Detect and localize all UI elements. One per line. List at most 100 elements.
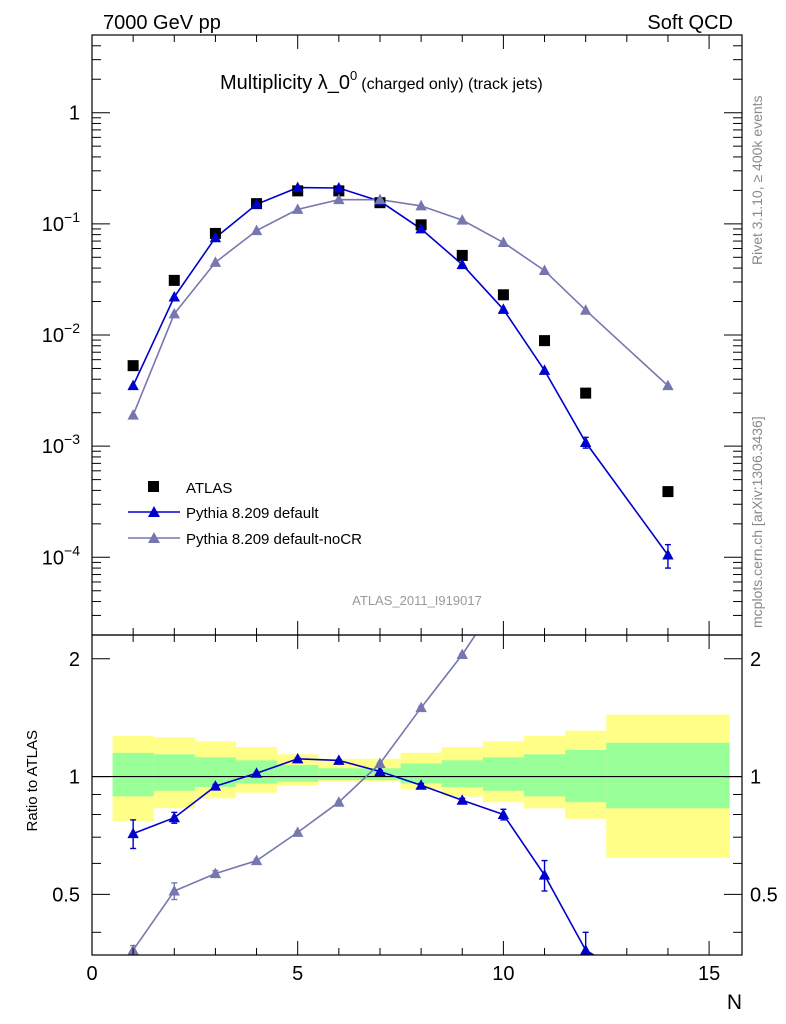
data-point-nocr	[250, 224, 263, 236]
ratio-point-default	[497, 808, 510, 819]
ratio-point-nocr	[374, 757, 386, 768]
ratio-point-default	[415, 779, 427, 790]
data-point-nocr	[127, 409, 139, 420]
legend-label-atlas: ATLAS	[186, 480, 232, 497]
main-panel: 10−4 10−3 10−2 10−1 1 Multiplicity λ_00 (char…	[42, 34, 743, 636]
ratio-panel: 0 5 10 15 0.5 0.5 1 1 2 2 Ratio to ATLAS N	[24, 397, 778, 1014]
data-point-nocr	[456, 214, 468, 225]
y-tick-label: 10−1	[42, 209, 80, 236]
uncertainty-band-green	[112, 752, 154, 797]
series-line	[132, 186, 669, 556]
data-point-default	[209, 231, 222, 243]
mcplots-label: mcplots.cern.ch [arXiv:1306.3436]	[749, 416, 765, 628]
ratio-point-nocr	[662, 397, 673, 408]
ratio-point-nocr	[168, 885, 180, 896]
ratio-point-default	[209, 780, 222, 791]
data-point-atlas	[580, 387, 592, 399]
data-point-default	[168, 290, 180, 302]
uncertainty-band-green	[153, 754, 195, 791]
uncertainty-band-green	[523, 754, 566, 797]
chart-title: Multiplicity λ_00 (charged only) (track j…	[220, 68, 543, 94]
data-point-nocr	[374, 193, 386, 205]
data-point-default	[497, 303, 510, 314]
y-tick-label: 1	[69, 103, 80, 125]
ratio-point-nocr	[209, 867, 222, 879]
data-point-nocr	[209, 256, 222, 267]
data-point-atlas	[497, 289, 509, 301]
data-point-default	[662, 548, 674, 560]
chart-title-main: Multiplicity λ_0	[220, 72, 350, 94]
data-point-nocr	[662, 379, 674, 391]
ratio-frame	[91, 634, 743, 956]
ratio-point-nocr	[333, 796, 345, 807]
ratio-point-default	[374, 765, 386, 777]
data-point-default	[579, 436, 592, 447]
data-point-atlas	[127, 360, 139, 372]
ratio-point-default	[291, 752, 304, 764]
legend: ATLAS Pythia 8.209 default Pythia 8.209 …	[128, 480, 362, 548]
legend-label-default: Pythia 8.209 default	[186, 505, 319, 522]
uncertainty-band-green	[606, 742, 730, 809]
data-point-default	[250, 198, 263, 209]
data-point-nocr	[415, 199, 427, 211]
data-point-atlas	[456, 249, 468, 261]
ratio-point-nocr	[580, 481, 591, 492]
ratio-point-nocr	[498, 587, 509, 598]
legend-marker-nocr	[148, 532, 160, 543]
ratio-point-default	[250, 767, 263, 778]
legend-label-nocr: Pythia 8.209 default-noCR	[186, 531, 362, 548]
chart-title-sup: 0	[350, 68, 357, 83]
x-tick-label: 0	[86, 963, 97, 985]
uncertainty-band-green	[482, 757, 524, 791]
data-point-nocr	[538, 264, 551, 276]
uncertainty-band-green	[277, 765, 319, 782]
legend-marker-atlas	[148, 481, 159, 492]
ratio-y-tick-label: 1	[69, 767, 80, 789]
uncertainty-band-green	[400, 763, 442, 784]
ratio-point-default	[127, 827, 139, 839]
chart-title-note: (charged only) (track jets)	[361, 76, 542, 93]
ratio-ylabel: Ratio to ATLAS	[24, 730, 41, 831]
x-tick-label: 15	[698, 963, 720, 985]
x-axis-label: N	[727, 991, 742, 1014]
data-point-nocr	[579, 304, 592, 315]
ratio-y-tick-label-right: 1	[750, 767, 761, 789]
ratio-point-default	[456, 794, 468, 805]
ratio-point-nocr	[291, 826, 304, 837]
y-tick-label: 10−3	[42, 431, 80, 458]
data-point-default	[333, 182, 345, 193]
ratio-y-tick-label-right: 2	[750, 649, 761, 671]
legend-marker-default	[148, 506, 160, 517]
x-tick-label: 10	[492, 963, 514, 985]
uncertainty-band-green	[441, 760, 483, 788]
ratio-y-tick-label: 0.5	[52, 884, 80, 906]
ratio-y-tick-label-right: 0.5	[750, 884, 778, 906]
ratio-point-default	[662, 993, 673, 1004]
data-point-atlas	[168, 274, 180, 286]
data-point-atlas	[662, 486, 674, 498]
ratio-point-nocr	[250, 854, 263, 866]
header-left: 7000 GeV pp	[103, 12, 221, 34]
ratio-point-default	[538, 869, 551, 880]
data-point-default	[291, 181, 304, 193]
data-point-default	[415, 222, 427, 234]
ratio-point-nocr	[456, 648, 468, 660]
x-tick-label: 5	[292, 963, 303, 985]
data-point-nocr	[291, 203, 304, 214]
uncertainty-band-green	[318, 768, 360, 780]
analysis-tag: ATLAS_2011_I919017	[352, 593, 482, 608]
data-point-nocr	[497, 236, 510, 247]
ratio-point-default	[168, 811, 180, 823]
data-point-default	[538, 364, 551, 375]
y-tick-label: 10−2	[42, 320, 80, 347]
data-point-atlas	[539, 335, 551, 347]
data-point-default	[456, 258, 468, 270]
y-tick-label: 10−4	[42, 542, 80, 569]
ratio-point-nocr	[415, 701, 427, 713]
rivet-label: Rivet 3.1.10, ≥ 400k events	[749, 95, 765, 265]
ratio-point-default	[333, 754, 345, 765]
ratio-y-tick-label: 2	[69, 649, 80, 671]
data-point-nocr	[168, 307, 180, 319]
data-point-nocr	[333, 193, 345, 205]
